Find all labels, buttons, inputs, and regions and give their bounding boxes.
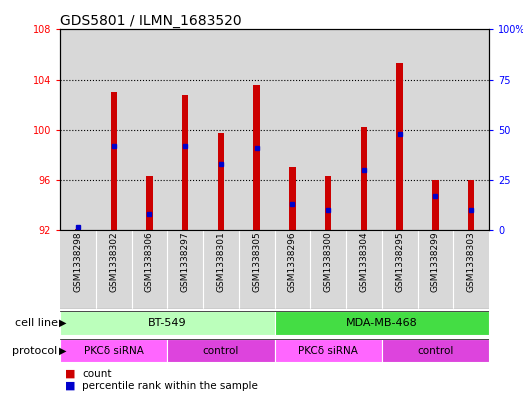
Bar — [382, 339, 489, 362]
Bar — [417, 29, 453, 230]
Text: GDS5801 / ILMN_1683520: GDS5801 / ILMN_1683520 — [60, 15, 242, 28]
Text: MDA-MB-468: MDA-MB-468 — [346, 318, 418, 328]
Bar — [203, 230, 239, 309]
Bar — [432, 180, 439, 230]
Bar — [325, 176, 332, 230]
Bar — [167, 29, 203, 230]
Bar — [132, 29, 167, 230]
Bar — [239, 230, 275, 309]
Bar — [382, 230, 417, 309]
Text: GSM1338296: GSM1338296 — [288, 231, 297, 292]
Bar — [275, 311, 489, 335]
Bar — [203, 29, 239, 230]
Text: GSM1338305: GSM1338305 — [252, 231, 261, 292]
Bar — [346, 230, 382, 309]
Text: ▶: ▶ — [59, 345, 66, 356]
Bar — [60, 230, 96, 309]
Text: GSM1338301: GSM1338301 — [217, 231, 225, 292]
Bar — [275, 339, 382, 362]
Text: PKCδ siRNA: PKCδ siRNA — [298, 345, 358, 356]
Bar — [310, 230, 346, 309]
Text: control: control — [203, 345, 239, 356]
Bar — [167, 339, 275, 362]
Bar — [310, 29, 346, 230]
Text: count: count — [82, 369, 111, 379]
Text: ■: ■ — [65, 381, 76, 391]
Bar — [239, 29, 275, 230]
Text: GSM1338302: GSM1338302 — [109, 231, 118, 292]
Bar — [468, 180, 474, 230]
Bar — [75, 229, 81, 230]
Bar — [417, 230, 453, 309]
Bar — [167, 230, 203, 309]
Text: GSM1338298: GSM1338298 — [74, 231, 83, 292]
Bar — [96, 29, 132, 230]
Bar — [96, 230, 132, 309]
Text: GSM1338299: GSM1338299 — [431, 231, 440, 292]
Text: GSM1338297: GSM1338297 — [181, 231, 190, 292]
Bar — [60, 339, 167, 362]
Text: GSM1338306: GSM1338306 — [145, 231, 154, 292]
Text: PKCδ siRNA: PKCδ siRNA — [84, 345, 144, 356]
Text: cell line: cell line — [15, 318, 58, 328]
Bar — [396, 63, 403, 230]
Text: GSM1338295: GSM1338295 — [395, 231, 404, 292]
Bar — [146, 176, 153, 230]
Text: protocol: protocol — [12, 345, 58, 356]
Bar — [275, 29, 310, 230]
Text: GSM1338304: GSM1338304 — [359, 231, 368, 292]
Bar — [382, 29, 417, 230]
Bar — [218, 134, 224, 230]
Text: percentile rank within the sample: percentile rank within the sample — [82, 381, 258, 391]
Text: GSM1338303: GSM1338303 — [467, 231, 475, 292]
Text: control: control — [417, 345, 453, 356]
Bar — [132, 230, 167, 309]
Bar — [289, 167, 295, 230]
Text: ▶: ▶ — [59, 318, 66, 328]
Bar — [254, 84, 260, 230]
Bar — [182, 95, 188, 230]
Text: ■: ■ — [65, 369, 76, 379]
Text: GSM1338300: GSM1338300 — [324, 231, 333, 292]
Bar — [346, 29, 382, 230]
Bar — [275, 230, 310, 309]
Bar — [453, 230, 489, 309]
Bar — [110, 92, 117, 230]
Bar — [60, 311, 275, 335]
Bar — [361, 127, 367, 230]
Bar — [453, 29, 489, 230]
Bar — [60, 29, 96, 230]
Text: BT-549: BT-549 — [148, 318, 187, 328]
